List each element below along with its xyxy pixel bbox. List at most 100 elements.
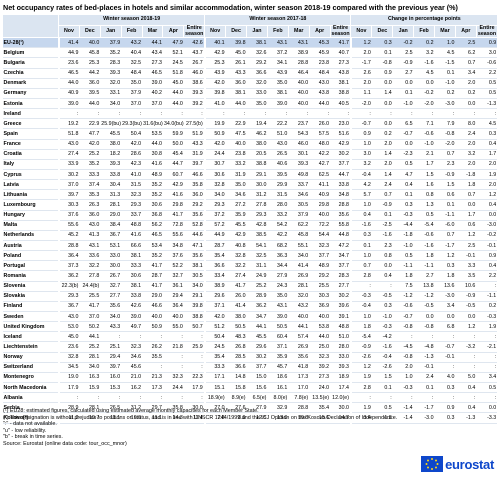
value-cell: 8.0(e) [267,392,289,404]
value-cell: 29.7 [142,402,163,414]
value-cell: 29.2 [183,199,205,211]
value-cell: 21.3 [142,371,163,383]
value-cell: 36.6 [225,362,247,373]
value-cell: 34.0 [79,362,101,373]
value-cell: 0.0 [371,118,393,130]
value-cell: 26.3 [79,199,101,211]
value-cell: 46.2 [246,128,268,140]
value-cell: 29.4 [162,291,184,302]
value-cell: -1.0 [371,311,393,323]
value-cell: : [142,362,163,373]
value-cell: 39.3 [288,159,310,171]
column-header: Jan [392,25,414,39]
value-cell: : [476,392,498,404]
value-cell: 43.9 [203,68,226,79]
value-cell: 1.5 [434,179,456,191]
value-cell: 32.3 [309,240,331,252]
value-cell: -0.1 [434,352,456,363]
column-header: Apr [308,25,331,39]
value-cell: 43.3 [183,139,205,150]
value-cell: : [79,392,101,404]
value-cell: 20.5 [246,149,268,160]
value-cell: 24.3 [267,281,289,292]
value-cell: 28.8 [288,402,310,414]
value-cell: 0.4 [476,199,498,211]
value-cell: -3.0 [434,291,456,302]
value-cell: 36.0 [79,78,101,89]
value-cell: 27.6 [225,402,247,414]
value-cell: 2.0 [476,159,498,171]
value-cell: 0.4 [476,260,498,272]
value-cell: 50.5 [225,321,247,333]
value-cell: -1.0 [392,240,414,252]
value-cell: 44.0 [309,98,331,110]
value-cell: 26.1 [225,57,247,69]
table-row: Iceland 45.0 44.1:::::50.4 48.3 45.5 60.4 57.4… [2,331,498,343]
value-cell: 32.8 [225,250,247,262]
value-cell: 38.8 [330,88,351,100]
value-cell: 55.6 [57,220,80,231]
value-cell: 39.8 [225,37,247,49]
column-header: Jan [99,25,122,39]
value-cell: 19.4 [246,118,268,130]
value-cell: 2.2 [476,270,498,282]
table-row: Austria 28.8 43.1 53.1 66.6 53.4 34.8 47.1 28.7 4… [2,240,498,252]
value-cell: 35.2 [142,189,163,201]
column-header: Nov [350,25,372,39]
value-cell: 34.6 [225,189,247,201]
value-cell: 26.9 [288,270,310,282]
value-cell: 36.0 [79,210,101,221]
value-cell: : [100,392,122,404]
value-cell: 3.2 [349,159,372,171]
value-cell: 27.8 [79,270,101,282]
value-cell: 27.8 [246,199,268,211]
value-cell: : [142,331,163,343]
value-cell: 43.8 [309,88,331,100]
value-cell: 0.1 [392,88,414,100]
table-row: Bulgaria 23.6 25.3 28.3 32.5 27.3 24.5 26.7 25.3… [2,57,498,69]
value-cell: 25.2 [79,341,101,353]
value-cell: 57.4 [288,331,310,343]
value-cell: 29.6 [246,341,268,353]
value-cell: 30.0 [330,402,351,414]
value-cell: 53.1 [100,240,122,252]
column-header: Jan [246,25,268,39]
value-cell: 36.7 [100,230,122,242]
value-cell: 0.0 [455,98,477,110]
value-cell: 30.4 [100,179,122,191]
country-cell: Lithuania [2,189,59,201]
value-cell: -4.8 [413,341,435,353]
value-cell: 6.8 [434,321,456,333]
value-cell: 2.0 [455,78,477,89]
value-cell: 0.4 [455,382,477,394]
value-cell: 35.0 [267,291,289,302]
value-cell: 44.9 [203,230,226,242]
group-header: Winter season 2018-19 [57,15,205,26]
value-cell: 35.0 [121,78,143,89]
value-cell: 30.2 [246,352,268,363]
value-cell: 57.5 [309,128,331,140]
value-cell: -1.6 [349,220,372,231]
value-cell: 0.2 [476,301,498,312]
value-cell: 1.3 [413,199,435,211]
value-cell: -1.6 [371,341,393,353]
value-cell: 2.0 [371,139,393,150]
value-cell: 8.9(e) [225,392,247,404]
value-cell: 43.3 [100,321,122,333]
value-cell: : [371,281,393,292]
value-cell: 49.8 [288,169,310,181]
value-cell: 34.8 [162,240,184,252]
value-cell: 44.2 [79,68,101,79]
value-cell: 48.4 [121,68,143,79]
value-cell: 13.6 [434,281,456,292]
value-cell: 0.7 [434,230,456,242]
country-cell: Kosovo(²) [2,412,59,424]
value-cell: 35.4 [203,352,226,363]
country-cell: Finland [2,301,59,312]
value-cell: 35.5 [142,352,163,363]
header-row: Nov Dec Jan Feb Mar Apr Entire season Nov Dec Jan… [3,25,498,39]
value-cell: 4.5 [434,47,456,59]
value-cell: 52.2 [162,260,184,272]
country-cell: North Macedonia [2,382,59,394]
value-cell: 26.8 [225,341,247,353]
